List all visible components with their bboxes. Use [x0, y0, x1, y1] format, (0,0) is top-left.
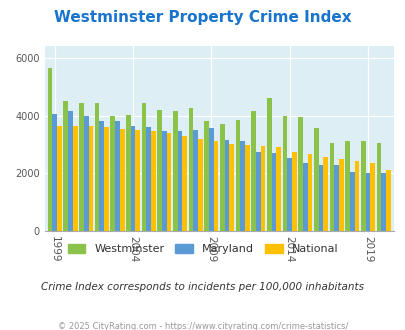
Bar [276, 147, 280, 231]
Bar [369, 163, 374, 231]
Bar [182, 136, 187, 231]
Bar [235, 120, 240, 231]
Bar [318, 165, 322, 231]
Bar [79, 103, 83, 231]
Bar [110, 115, 115, 231]
Bar [229, 144, 234, 231]
Bar [266, 98, 271, 231]
Bar [188, 108, 193, 231]
Bar [260, 147, 265, 231]
Bar [349, 172, 354, 231]
Bar [173, 111, 177, 231]
Bar [209, 128, 213, 231]
Bar [193, 130, 198, 231]
Bar [162, 131, 166, 231]
Bar [52, 114, 57, 231]
Bar [224, 140, 229, 231]
Bar [63, 101, 68, 231]
Bar [88, 126, 93, 231]
Bar [344, 142, 349, 231]
Bar [338, 159, 343, 231]
Bar [287, 158, 291, 231]
Bar [271, 153, 276, 231]
Legend: Westminster, Maryland, National: Westminster, Maryland, National [63, 239, 342, 258]
Bar [240, 142, 245, 231]
Bar [307, 154, 311, 231]
Bar [146, 127, 151, 231]
Bar [57, 126, 62, 231]
Bar [256, 151, 260, 231]
Bar [94, 103, 99, 231]
Bar [282, 115, 287, 231]
Bar [141, 103, 146, 231]
Bar [99, 121, 104, 231]
Bar [245, 145, 249, 231]
Bar [130, 126, 135, 231]
Bar [48, 68, 52, 231]
Bar [220, 124, 224, 231]
Bar [115, 121, 119, 231]
Bar [68, 111, 72, 231]
Bar [291, 152, 296, 231]
Text: Crime Index corresponds to incidents per 100,000 inhabitants: Crime Index corresponds to incidents per… [41, 282, 364, 292]
Bar [380, 173, 385, 231]
Bar [298, 117, 302, 231]
Bar [151, 130, 156, 231]
Bar [119, 129, 124, 231]
Bar [365, 173, 369, 231]
Bar [302, 163, 307, 231]
Bar [360, 142, 365, 231]
Bar [157, 110, 162, 231]
Bar [135, 130, 140, 231]
Bar [166, 133, 171, 231]
Bar [333, 165, 338, 231]
Bar [385, 170, 390, 231]
Bar [104, 127, 109, 231]
Bar [251, 111, 256, 231]
Bar [177, 131, 182, 231]
Bar [126, 115, 130, 231]
Text: Westminster Property Crime Index: Westminster Property Crime Index [54, 10, 351, 25]
Bar [354, 161, 358, 231]
Bar [72, 126, 77, 231]
Bar [213, 141, 218, 231]
Bar [322, 157, 327, 231]
Bar [329, 143, 333, 231]
Text: © 2025 CityRating.com - https://www.cityrating.com/crime-statistics/: © 2025 CityRating.com - https://www.city… [58, 322, 347, 330]
Bar [83, 115, 88, 231]
Bar [376, 143, 380, 231]
Bar [204, 121, 209, 231]
Bar [313, 128, 318, 231]
Bar [198, 139, 202, 231]
